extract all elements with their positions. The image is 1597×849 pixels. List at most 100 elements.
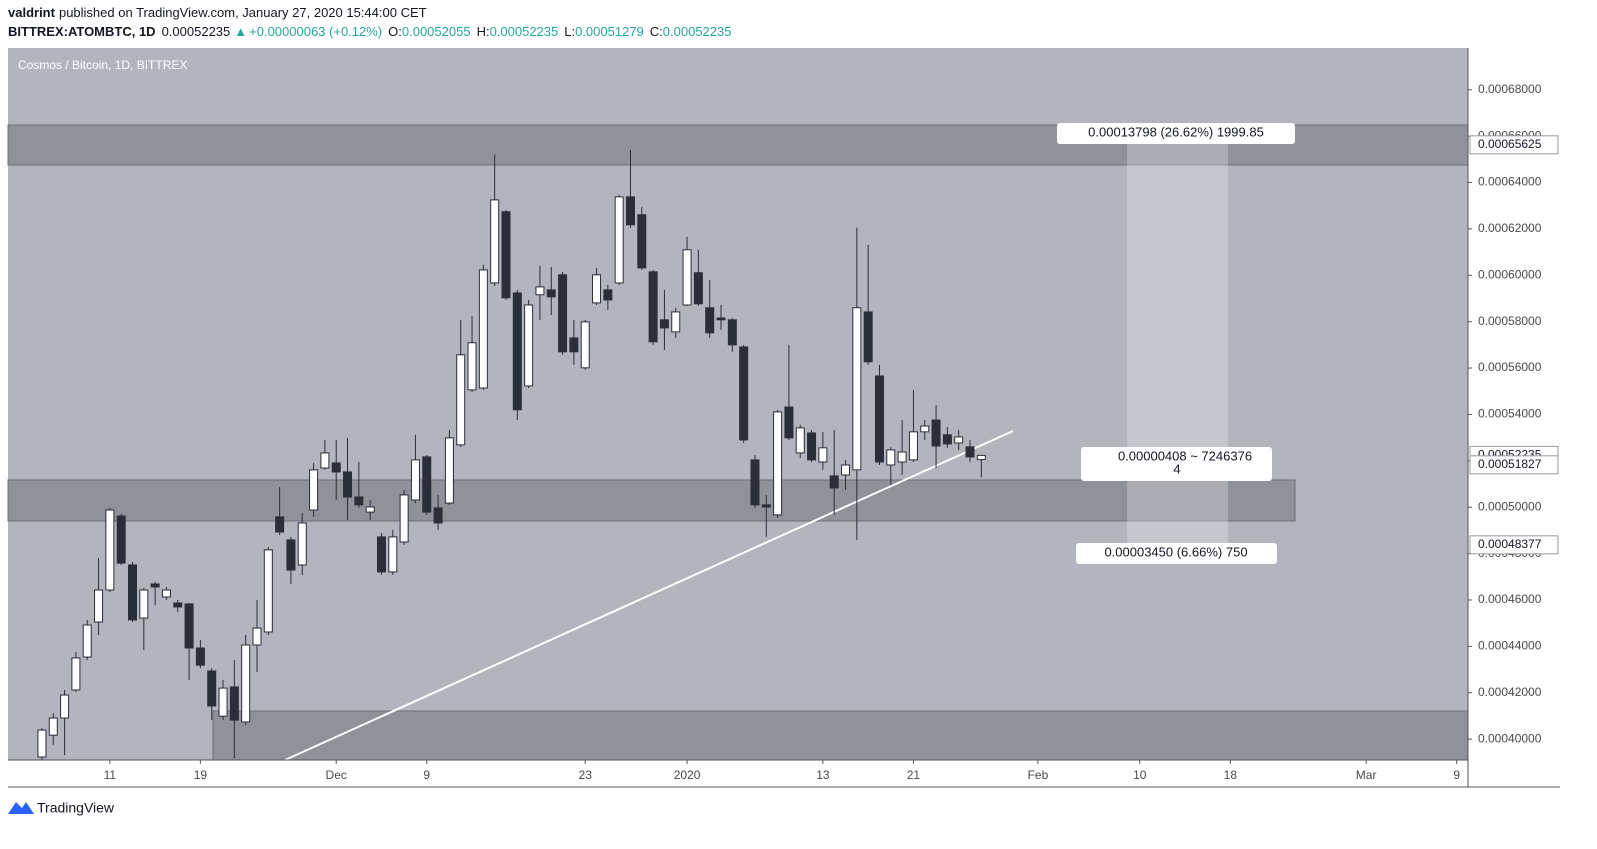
zone <box>7 479 1296 522</box>
y-tick-label: 0.00042000 <box>1478 685 1542 699</box>
candle-up <box>795 427 805 454</box>
annotation: 0.00003450 (6.66%) 750 <box>1104 544 1247 559</box>
candle-down <box>829 475 839 489</box>
candle-down <box>705 307 715 334</box>
x-tick-label: 18 <box>1224 768 1238 782</box>
candle-up <box>444 437 454 504</box>
y-tick-label: 0.00040000 <box>1478 731 1542 745</box>
candle-down <box>942 434 952 445</box>
symbol: BITTREX:ATOMBTC, 1D <box>8 24 156 39</box>
candle-up <box>908 431 918 461</box>
candle-down <box>354 496 364 506</box>
brand: TradingView <box>37 800 115 816</box>
candle-up <box>297 522 307 566</box>
candle-down <box>173 602 183 608</box>
x-tick-label: 23 <box>579 768 593 782</box>
candle-down <box>807 432 817 461</box>
y-tick-label: 0.00064000 <box>1478 175 1542 189</box>
y-tick-label: 0.00062000 <box>1478 221 1542 235</box>
candle-down <box>433 507 443 524</box>
candle-up <box>263 549 273 633</box>
candle-up <box>320 452 330 469</box>
candle-up <box>614 196 624 284</box>
annotation: 4 <box>1173 461 1180 476</box>
candle-up <box>773 411 783 516</box>
candle-down <box>863 311 873 363</box>
logo-icon <box>8 802 34 814</box>
y-tick-label: 0.00058000 <box>1478 314 1542 328</box>
author: valdrint <box>8 5 56 20</box>
symbol-line: BITTREX:ATOMBTC, 1D 0.00052235 ▲ +0.0000006… <box>8 24 731 39</box>
candle-down <box>150 583 160 588</box>
logo: TradingView <box>8 800 115 816</box>
y-tick-label: 0.00054000 <box>1478 407 1542 421</box>
candle-up <box>252 627 262 646</box>
x-tick-label: 21 <box>907 768 921 782</box>
candle-down <box>558 274 568 353</box>
candle-up <box>48 717 58 736</box>
candle-up <box>388 536 398 573</box>
price-label: 0.00048377 <box>1478 537 1542 551</box>
annotation-box <box>1057 123 1295 144</box>
change: +0.00000063 (+0.12%) <box>249 24 382 39</box>
candle-down <box>116 515 126 564</box>
marks <box>37 149 986 760</box>
candle-up <box>71 657 81 691</box>
candle-up <box>478 269 488 389</box>
candle-up <box>920 425 930 433</box>
candle-down <box>659 319 669 329</box>
chart-title: Cosmos / Bitcoin, 1D, BITTREX <box>18 58 187 72</box>
plot-area <box>8 48 1468 760</box>
candle-up <box>886 449 896 466</box>
o-value: 0.00052055 <box>402 24 471 39</box>
x-tick-label: 10 <box>1133 768 1147 782</box>
x-tick-label: Dec <box>326 768 347 782</box>
x-tick-label: Mar <box>1356 768 1377 782</box>
candle-down <box>716 317 726 321</box>
x-tick-label: 9 <box>1453 768 1460 782</box>
candle-up <box>818 447 828 463</box>
y-tick-label: 0.00068000 <box>1478 82 1542 96</box>
position-box <box>1127 140 1228 545</box>
candle-up <box>852 307 862 471</box>
y-tick-label: 0.00050000 <box>1478 499 1542 513</box>
candle-down <box>637 214 647 269</box>
candle-up <box>490 199 500 284</box>
candle-down <box>275 516 285 533</box>
annotation-box <box>1081 447 1272 481</box>
candle-down <box>229 686 239 721</box>
x-tick-label: 19 <box>194 768 208 782</box>
candle-down <box>727 319 737 346</box>
price-label-box <box>1469 535 1559 555</box>
candle-down <box>750 459 760 506</box>
last-price: 0.00052235 <box>162 24 231 39</box>
up-arrow: ▲ <box>234 24 247 39</box>
candle-up <box>682 249 692 306</box>
candle-down <box>603 289 613 301</box>
annotation-box <box>1076 543 1277 564</box>
y-tick-label: 0.00046000 <box>1478 592 1542 606</box>
candle-down <box>625 196 635 226</box>
candle-down <box>195 647 205 666</box>
x-tick-label: 9 <box>423 768 430 782</box>
candle-up <box>410 459 420 501</box>
x-tick-label: 11 <box>104 768 117 782</box>
candle-up <box>139 589 149 619</box>
h-value: 0.00052235 <box>490 24 559 39</box>
candle-up <box>82 624 92 658</box>
y-tick-label: 0.00044000 <box>1478 639 1542 653</box>
candle-up <box>456 354 466 446</box>
o-label: O: <box>388 24 402 39</box>
zone <box>212 710 1469 761</box>
published: published on TradingView.com, January 27… <box>59 5 427 20</box>
candle-down <box>739 346 749 441</box>
candle-up <box>94 589 104 623</box>
annotation: 0.00000408 ~ 7246376 <box>1118 448 1252 463</box>
price-label-box <box>1469 455 1559 475</box>
candle-up <box>218 687 228 717</box>
candle-down <box>127 564 137 621</box>
header-line: valdrint published on TradingView.com, Ja… <box>8 5 427 20</box>
candle-down <box>693 272 703 305</box>
